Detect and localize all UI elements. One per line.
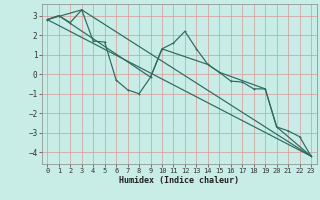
X-axis label: Humidex (Indice chaleur): Humidex (Indice chaleur)	[119, 176, 239, 185]
